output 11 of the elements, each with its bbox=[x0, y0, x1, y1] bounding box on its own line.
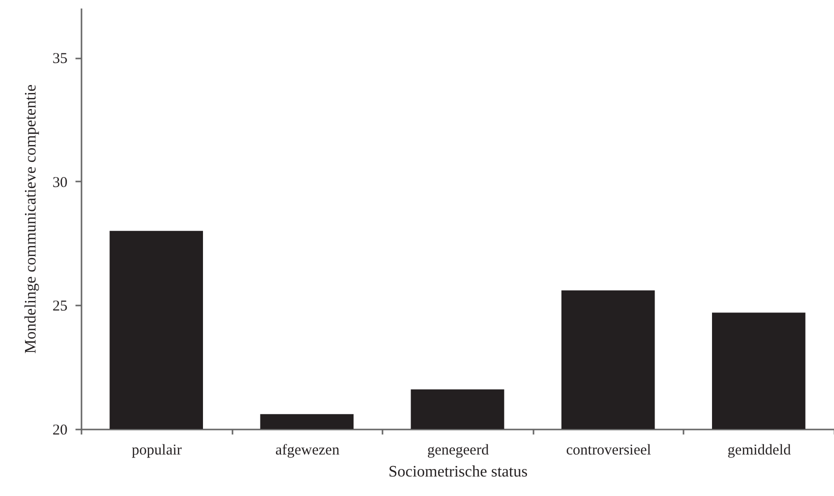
y-tick-label: 35 bbox=[52, 51, 68, 68]
y-tick-label: 30 bbox=[52, 174, 68, 191]
x-tick-label: afgewezen bbox=[275, 442, 340, 458]
x-tick-label: genegeerd bbox=[427, 442, 490, 458]
x-tick-label: populair bbox=[132, 442, 182, 458]
y-tick-label: 20 bbox=[52, 422, 68, 438]
x-axis-title: Sociometrische status bbox=[388, 464, 528, 480]
y-tick-label: 25 bbox=[52, 298, 68, 315]
x-tick-label: controversieel bbox=[566, 442, 652, 458]
x-tick-label: gemiddeld bbox=[728, 442, 792, 458]
y-axis-title: Mondelinge communicatieve competentie bbox=[22, 84, 40, 354]
